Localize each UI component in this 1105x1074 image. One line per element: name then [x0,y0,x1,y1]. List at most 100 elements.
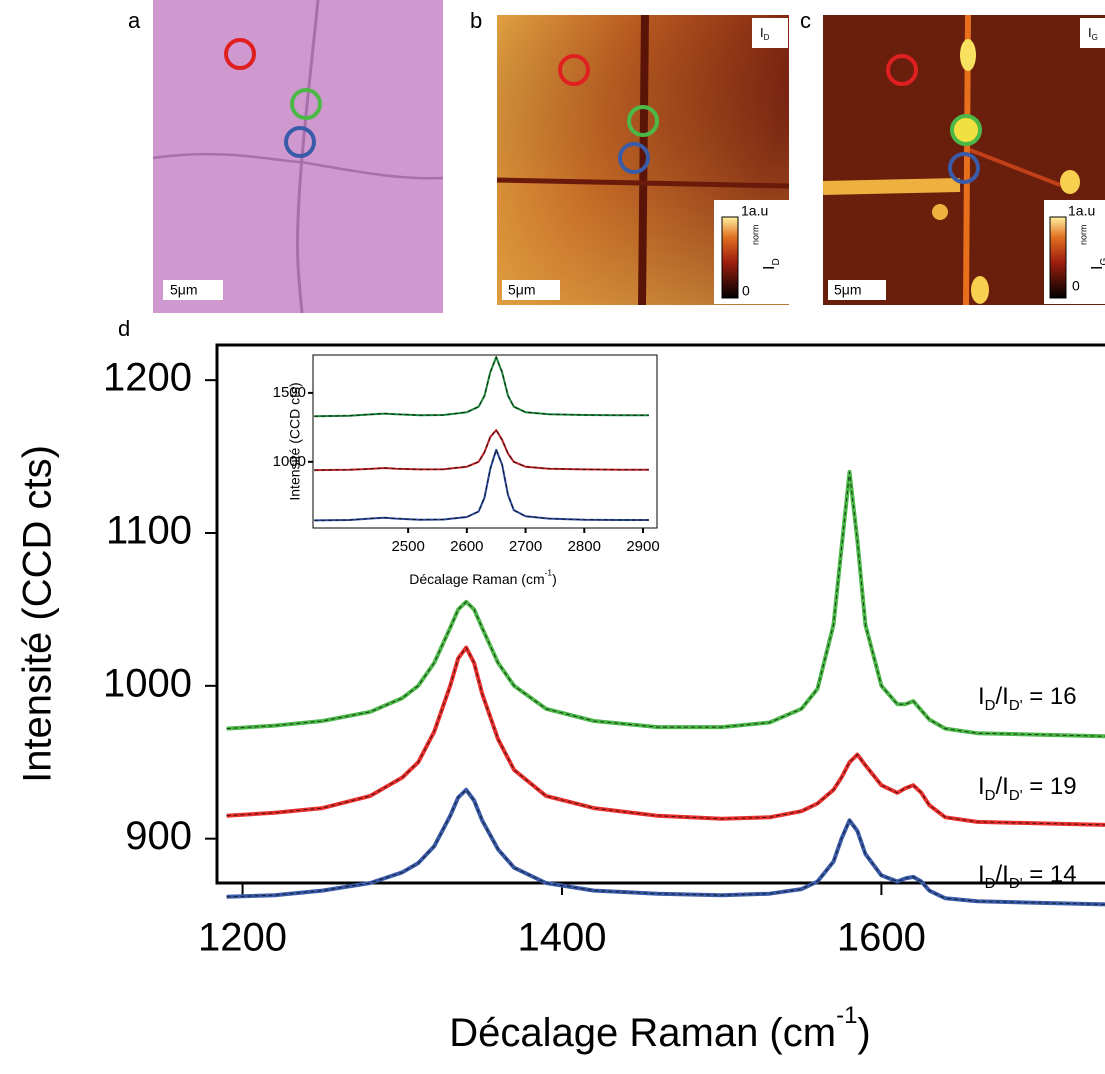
map-blob [971,276,989,304]
x-tick-label: 2800 [568,538,601,555]
marker [627,105,659,137]
text: I [1088,25,1092,40]
map-tag-label: IG [1088,25,1098,42]
text: D' [1009,787,1023,804]
text: -1 [836,1002,857,1029]
marker [950,114,982,146]
x-tick-label: 2700 [509,538,542,555]
marker [224,38,256,70]
x-tick-label: 1200 [198,916,287,960]
scale-bar [828,280,886,300]
colorbar-max: 1a.u [1068,203,1095,219]
y-tick-label: 1000 [103,661,192,705]
y-tick-label: 1200 [103,356,192,400]
text: I [1089,266,1105,270]
y-tick-label: 900 [125,814,192,858]
x-tick-label: 2500 [391,538,424,555]
text: I [978,683,985,710]
fold-line [295,0,320,314]
colorbar-max: 1a.u [741,203,768,219]
fit-line [314,429,649,471]
marker [284,126,316,158]
map-streak [822,178,961,195]
map-blob [932,204,948,220]
fit-line [226,471,1105,737]
colorbar [721,216,739,299]
colorbar-sup: norm [1078,224,1088,245]
marker [948,152,980,184]
scale-label: 5μm [170,282,198,298]
annotation: ID/ID' = 16 [978,683,1077,714]
fit-line [226,789,1105,905]
plot-frame [312,354,658,529]
marker [618,142,650,174]
text: -1 [545,568,553,578]
fit-line [314,448,649,521]
x-tick-label: 2600 [450,538,483,555]
x-axis-title: Décalage Raman (cm-1) [449,1002,871,1054]
colorbar [1049,216,1067,299]
panel-label: b [470,8,482,33]
text: = 19 [1023,773,1077,800]
map-tag [1080,18,1105,48]
y-axis-title: Intensité (CCD cts) [16,445,60,783]
colorbar-sup: norm [750,224,760,245]
scale-label: 5μm [508,282,536,298]
colorbar-title: IG [1089,258,1105,270]
text: ) [552,571,557,587]
y-tick-label: 1100 [106,509,192,553]
text: D [764,33,770,42]
scale-bar [502,280,560,300]
scale-bar [163,280,223,300]
text: = 14 [1023,861,1077,888]
panel-label: c [800,8,811,33]
fold-line [152,152,444,180]
fit-line [226,646,1105,826]
map-streak [496,177,790,189]
colorbar-min: 0 [742,283,750,299]
x-tick-label: 1400 [517,916,606,960]
text: = 16 [1023,683,1077,710]
x-axis-title: Décalage Raman (cm-1) [409,568,557,587]
scale-label: 5μm [834,282,862,298]
text: D' [1009,697,1023,714]
x-tick-label: 2900 [626,538,659,555]
text: D [985,697,996,714]
marker [558,54,590,86]
map-streak [969,148,1061,187]
text: I [978,773,985,800]
text: D [771,258,782,265]
text: ) [857,1011,870,1055]
text: I [760,25,764,40]
colorbar-title: ID [761,258,781,270]
text: I [978,861,985,888]
text: D [985,787,996,804]
map-tag-label: ID [760,25,770,42]
text: G [1099,258,1105,266]
text: /I [996,861,1009,888]
annotation: ID/ID' = 14 [978,861,1077,892]
marker [886,54,918,86]
text: D [985,875,996,892]
panel-label: d [118,316,130,341]
y-tick-label: 1000 [273,453,306,470]
text: /I [996,773,1009,800]
map-blob [960,39,976,71]
map-streak [638,14,649,306]
text: D' [1009,875,1023,892]
colorbar-min: 0 [1072,278,1080,294]
text: Décalage Raman (cm [449,1011,836,1055]
marker [290,88,322,120]
text: I [761,266,778,270]
map-blob [1060,170,1080,194]
text: /I [996,683,1009,710]
x-tick-label: 1600 [837,916,926,960]
fit-line [314,355,649,417]
map-tag [752,18,788,48]
annotation: ID/ID' = 19 [978,773,1077,804]
text: Décalage Raman (cm [409,571,544,587]
text: G [1092,33,1098,42]
panel-label: a [128,8,141,33]
